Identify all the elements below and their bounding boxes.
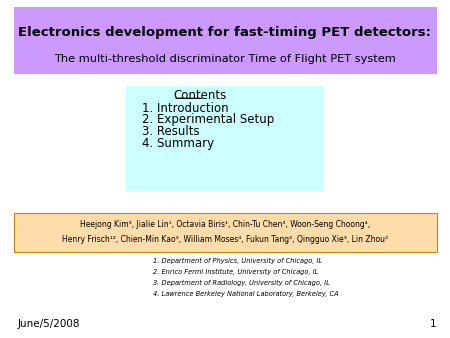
Text: Contents: Contents [173, 89, 226, 102]
Text: Heejong Kim³, Jialie Lin¹, Octavia Biris¹, Chin-Tu Chen³, Woon-Seng Choong⁴,: Heejong Kim³, Jialie Lin¹, Octavia Biris… [80, 220, 370, 228]
Bar [14, 7, 436, 74]
Text: June/5/2008: June/5/2008 [18, 319, 81, 330]
Text: 4. Lawrence Berkeley National Laboratory, Berkeley, CA: 4. Lawrence Berkeley National Laboratory… [153, 291, 338, 297]
Text: 2. Experimental Setup: 2. Experimental Setup [142, 114, 274, 126]
Text: 3. Department of Radiology, University of Chicago, IL: 3. Department of Radiology, University o… [153, 280, 330, 286]
Text: 1. Department of Physics, University of Chicago, IL: 1. Department of Physics, University of … [153, 258, 322, 264]
Text: The multi-threshold discriminator Time of Flight PET system: The multi-threshold discriminator Time o… [54, 54, 396, 64]
Text: Electronics development for fast-timing PET detectors:: Electronics development for fast-timing … [18, 26, 432, 39]
Bar [126, 86, 324, 191]
Text: 1: 1 [430, 319, 436, 330]
Text: 1. Introduction: 1. Introduction [142, 102, 228, 115]
Text: 3. Results: 3. Results [142, 125, 199, 138]
Text: Henry Frisch¹², Chien-Min Kao³, William Moses⁴, Fukun Tang², Qingguo Xie³, Lin Z: Henry Frisch¹², Chien-Min Kao³, William … [62, 235, 388, 244]
Text: 2. Enrico Fermi Institute, University of Chicago, IL: 2. Enrico Fermi Institute, University of… [153, 269, 319, 275]
Text: 4. Summary: 4. Summary [142, 137, 214, 150]
Bar [14, 213, 436, 252]
